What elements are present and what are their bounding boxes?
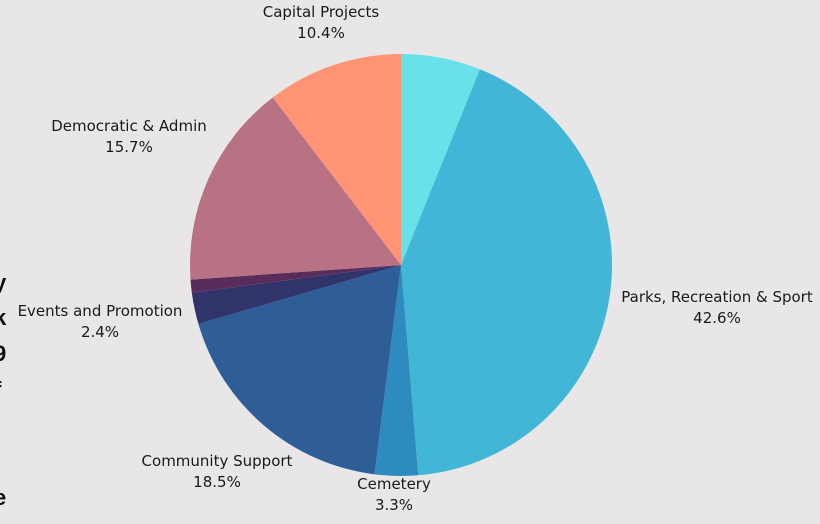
background-text-fragment: y (0, 270, 7, 295)
slice-category-label: Events and Promotion (18, 302, 183, 320)
slice-percent-label: 18.5% (193, 473, 241, 491)
pie-slice (189, 97, 401, 280)
background-text-fragment: k (0, 305, 7, 330)
background-text-fragment: 9 (0, 341, 7, 366)
background-text-fragment: f (0, 379, 1, 401)
pie-slices (189, 54, 613, 477)
slice-category-label: Cemetery (357, 475, 431, 493)
pie-slice (198, 265, 401, 475)
pie-slice (191, 265, 401, 324)
slice-category-label: Community Support (142, 452, 293, 470)
slice-category-label: Democratic & Admin (51, 117, 207, 135)
slice-category-label: Parks, Recreation & Sport (621, 288, 813, 306)
slice-percent-label: 10.4% (297, 24, 345, 42)
pie-slice (401, 54, 480, 265)
pie-slice (272, 54, 401, 265)
pie-slice (374, 265, 419, 477)
slice-percent-label: 3.3% (375, 496, 413, 514)
slice-percent-label: 42.6% (693, 309, 741, 327)
slice-percent-label: 15.7% (105, 138, 153, 156)
pie-slice (401, 69, 613, 476)
slice-category-label: Capital Projects (263, 3, 380, 21)
pie-labels: Parks, Recreation & Sport 42.6% Cemetery 3.… (18, 3, 813, 514)
background-text-fragment: e (0, 485, 7, 510)
slice-percent-label: 2.4% (81, 323, 119, 341)
pie-slice (190, 265, 401, 293)
